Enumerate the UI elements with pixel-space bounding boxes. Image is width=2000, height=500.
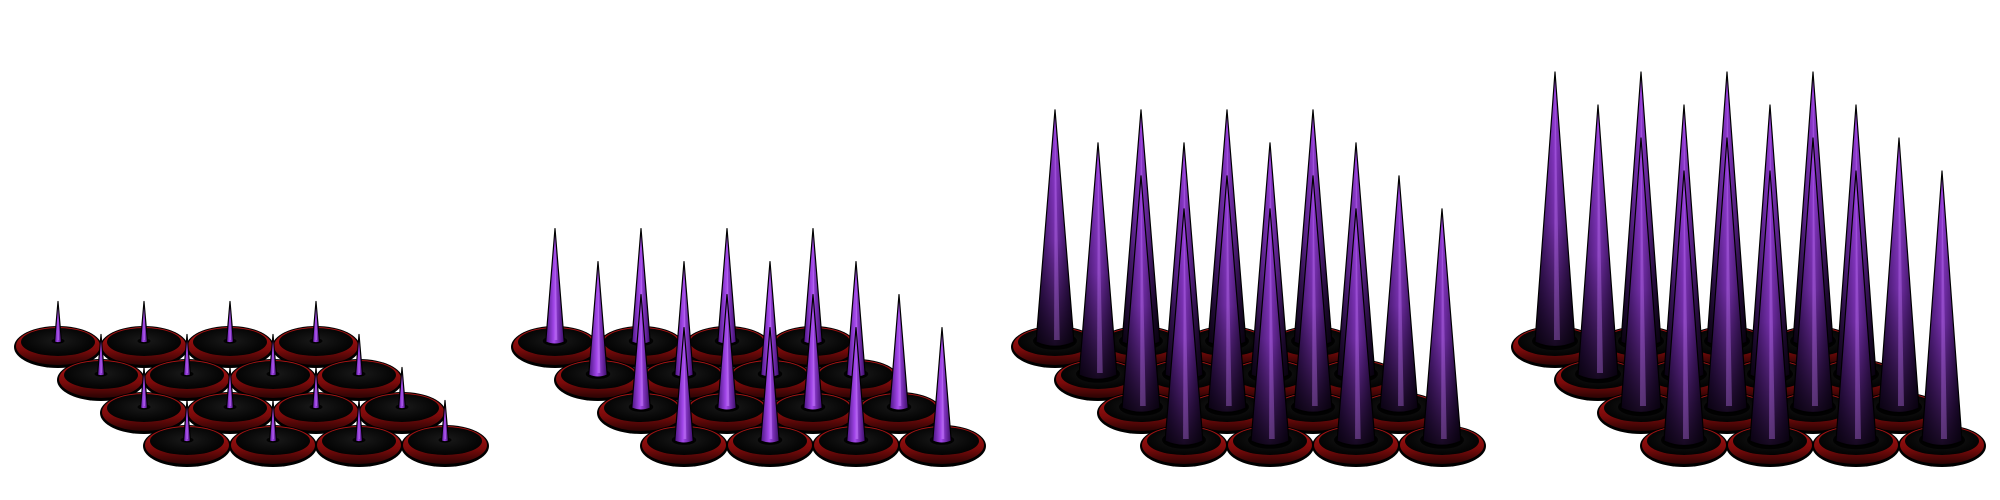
spike-trap-tile-icon: [143, 425, 231, 467]
spike-icon: [440, 399, 450, 443]
spike-trap-tile-icon: [272, 392, 360, 434]
spike-icon: [139, 300, 149, 344]
spike-icon: [717, 294, 737, 411]
spike-icon: [674, 327, 694, 444]
spike-icon: [1921, 170, 1963, 447]
spike-icon: [1035, 109, 1075, 347]
spike-icon: [1207, 175, 1247, 413]
spike-icon: [846, 327, 866, 444]
spike-icon: [1577, 104, 1619, 381]
spike-trap-frame-1: [14, 300, 489, 467]
spike-icon: [1534, 71, 1576, 348]
spike-trap-frame-2: [511, 228, 986, 467]
spike-icon: [1379, 175, 1419, 413]
spike-icon: [1293, 175, 1333, 413]
spike-trap-frame-4: [1511, 71, 1986, 467]
spike-icon: [1749, 170, 1791, 447]
spike-trap-tile-icon: [812, 425, 900, 467]
spike-icon: [397, 366, 407, 410]
spike-icon: [182, 333, 192, 377]
spike-icon: [1336, 208, 1376, 446]
spike-icon: [1121, 175, 1161, 413]
spike-icon: [182, 399, 192, 443]
spike-icon: [1835, 170, 1877, 447]
spike-icon: [1422, 208, 1462, 446]
spike-icon: [1792, 137, 1834, 414]
spike-icon: [1250, 208, 1290, 446]
spike-icon: [1706, 137, 1748, 414]
spike-icon: [225, 366, 235, 410]
spike-trap-tile-icon: [186, 326, 274, 368]
spike-trap-tile-icon: [272, 326, 360, 368]
spike-icon: [760, 327, 780, 444]
spike-icon: [803, 294, 823, 411]
spike-icon: [225, 300, 235, 344]
spike-icon: [53, 300, 63, 344]
spike-trap-tile-icon: [229, 359, 317, 401]
spike-icon: [311, 366, 321, 410]
spike-icon: [588, 261, 608, 378]
spike-icon: [268, 333, 278, 377]
spike-icon: [354, 333, 364, 377]
spike-trap-tile-icon: [315, 425, 403, 467]
spike-icon: [631, 294, 651, 411]
spike-icon: [1663, 170, 1705, 447]
spike-trap-tile-icon: [511, 326, 599, 368]
spike-icon: [889, 294, 909, 411]
spike-icon: [96, 333, 106, 377]
spike-trap-tile-icon: [186, 392, 274, 434]
spike-trap-tile-icon: [683, 392, 771, 434]
spike-icon: [1620, 137, 1662, 414]
spike-icon: [932, 327, 952, 444]
spike-icon: [311, 300, 321, 344]
spike-icon: [354, 399, 364, 443]
spike-trap-frame-3: [1011, 109, 1486, 467]
spike-trap-tile-icon: [143, 359, 231, 401]
spike-icon: [1164, 208, 1204, 446]
spike-icon: [268, 399, 278, 443]
spike-icon: [1078, 142, 1118, 380]
spike-icon: [139, 366, 149, 410]
spike-trap-tile-icon: [554, 359, 642, 401]
spike-icon: [545, 228, 565, 345]
spike-icon: [1878, 137, 1920, 414]
